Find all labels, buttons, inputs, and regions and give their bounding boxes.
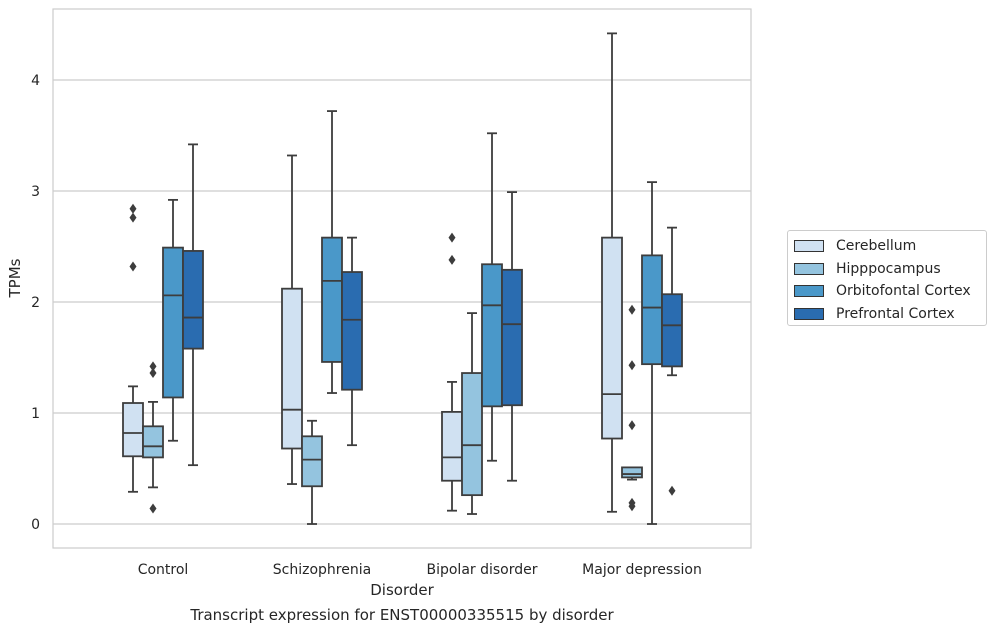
boxplot-orbitofontal-cortex	[321, 110, 343, 394]
x-tick-label: Control	[138, 562, 189, 578]
outlier-marker	[149, 503, 157, 514]
boxplot-orbitofontal-cortex	[162, 198, 184, 442]
y-tick-label: 0	[31, 517, 40, 533]
legend-item: Prefrontal Cortex	[794, 304, 955, 324]
outlier-marker	[129, 203, 137, 214]
outlier-marker	[448, 232, 456, 243]
x-axis-title: Disorder	[370, 581, 434, 599]
iqr-box	[481, 263, 503, 408]
outlier-marker	[448, 254, 456, 265]
outlier-marker	[149, 361, 157, 372]
outlier-marker	[628, 304, 636, 315]
boxplot-prefrontal-cortex	[661, 226, 683, 496]
iqr-box	[162, 246, 184, 399]
iqr-box	[641, 254, 663, 366]
boxplot-cerebellum	[122, 203, 144, 493]
legend-item: Hipppocampus	[794, 259, 941, 279]
iqr-box	[321, 236, 343, 363]
boxplot-hipppocampus	[621, 304, 643, 512]
iqr-box	[621, 466, 643, 479]
legend-label: Prefrontal Cortex	[836, 305, 955, 322]
outlier-marker	[668, 485, 676, 496]
boxplot-prefrontal-cortex	[501, 191, 523, 482]
boxplot-cerebellum	[441, 232, 463, 512]
legend-label: Cerebellum	[836, 238, 917, 254]
outlier-marker	[149, 368, 157, 379]
legend-item: Cerebellum	[794, 236, 916, 256]
legend-swatch	[794, 285, 824, 297]
y-tick-label: 3	[31, 184, 40, 200]
iqr-box	[301, 435, 323, 488]
outlier-marker	[628, 420, 636, 431]
chart-caption: Transcript expression for ENST0000033551…	[190, 606, 614, 624]
iqr-box	[501, 268, 523, 407]
iqr-box	[441, 410, 463, 482]
boxplot-prefrontal-cortex	[341, 236, 363, 447]
iqr-box	[461, 372, 483, 497]
boxplot-cerebellum	[281, 154, 303, 485]
y-tick-label: 2	[31, 295, 40, 311]
iqr-box	[341, 271, 363, 391]
iqr-box	[182, 250, 204, 350]
x-tick-label: Major depression	[582, 562, 702, 578]
y-tick-label: 1	[31, 406, 40, 422]
y-tick-labels: 0 1 2 3 4	[31, 73, 40, 533]
outlier-marker	[628, 360, 636, 371]
x-tick-label: Schizophrenia	[273, 562, 371, 578]
boxplot-orbitofontal-cortex	[641, 181, 663, 525]
legend-swatch	[794, 240, 824, 252]
boxplot-prefrontal-cortex	[182, 143, 204, 467]
iqr-box	[601, 236, 623, 440]
boxplot-cerebellum	[601, 32, 623, 513]
y-axis-title: TPMs	[6, 258, 24, 298]
outlier-marker	[129, 212, 137, 223]
iqr-box	[142, 425, 164, 459]
y-tick-label: 4	[31, 73, 40, 89]
boxplot-orbitofontal-cortex	[481, 132, 503, 462]
legend-swatch	[794, 262, 824, 275]
outlier-marker	[129, 261, 137, 272]
legend-label: Hipppocampus	[836, 260, 941, 277]
iqr-box	[281, 287, 303, 450]
legend-item: Orbitofontal Cortex	[794, 281, 971, 301]
legend: Cerebellum Hipppocampus Orbitofontal Corte…	[787, 230, 987, 326]
iqr-box	[661, 293, 683, 368]
boxplot-hipppocampus	[301, 419, 323, 525]
legend-label: Orbitofontal Cortex	[836, 283, 971, 299]
x-tick-labels: Control Schizophrenia Bipolar disorder Majo…	[138, 562, 702, 578]
boxplot-hipppocampus	[142, 361, 164, 514]
plot-area-frame	[52, 8, 752, 549]
x-tick-label: Bipolar disorder	[426, 562, 537, 578]
boxplots	[122, 32, 683, 525]
boxplot-hipppocampus	[461, 312, 483, 515]
outlier-marker	[628, 497, 636, 508]
iqr-box	[122, 402, 144, 458]
legend-swatch	[794, 307, 824, 320]
